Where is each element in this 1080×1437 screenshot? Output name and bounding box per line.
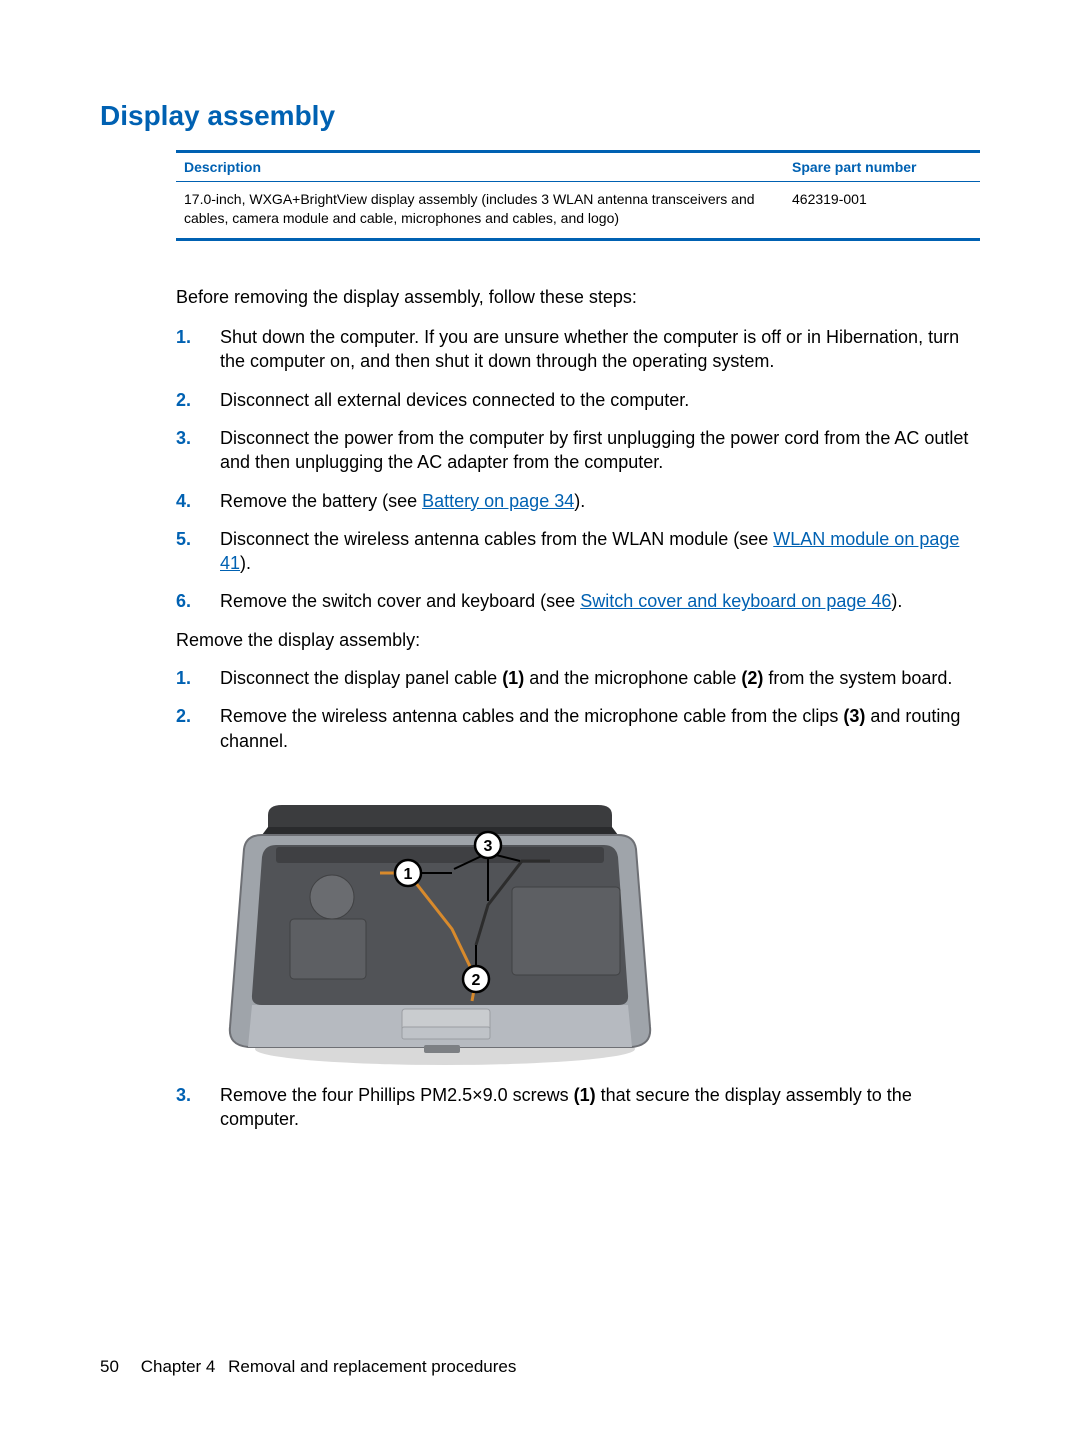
intro-text-1: Before removing the display assembly, fo… [176,285,980,309]
laptop-figure: 1 2 3 [220,769,660,1069]
list-item: Shut down the computer. If you are unsur… [176,325,980,374]
callout-2-icon: 2 [463,966,489,992]
col-header-description: Description [184,159,792,175]
table-row: 17.0-inch, WXGA+BrightView display assem… [176,182,980,238]
pre-steps-list: Shut down the computer. If you are unsur… [176,325,980,614]
bold-ref: (1) [574,1085,596,1105]
list-item: Remove the four Phillips PM2.5×9.0 screw… [176,1083,980,1132]
cross-reference-link[interactable]: WLAN module on page 41 [220,529,959,573]
chapter-label: Chapter 4 [141,1357,216,1376]
chapter-name: Removal and replacement procedures [228,1357,516,1376]
svg-text:1: 1 [404,866,413,883]
callout-1-icon: 1 [395,860,421,886]
page-number: 50 [100,1357,136,1377]
bold-ref: (3) [843,706,865,726]
svg-text:2: 2 [472,972,481,989]
page-title: Display assembly [100,100,980,132]
svg-text:3: 3 [484,838,493,855]
callout-3-icon: 3 [475,832,501,858]
list-item: Remove the battery (see Battery on page … [176,489,980,513]
post-steps-list: Remove the four Phillips PM2.5×9.0 screw… [176,1083,980,1132]
page-footer: 50 Chapter 4 Removal and replacement pro… [100,1357,516,1377]
list-item: Disconnect the power from the computer b… [176,426,980,475]
list-item: Disconnect the wireless antenna cables f… [176,527,980,576]
cell-spn: 462319-001 [792,190,972,228]
col-header-spn: Spare part number [792,159,972,175]
intro-text-2: Remove the display assembly: [176,628,980,652]
bold-ref: (1) [502,668,524,688]
list-item: Disconnect the display panel cable (1) a… [176,666,980,690]
cross-reference-link[interactable]: Switch cover and keyboard on page 46 [580,591,891,611]
list-item: Disconnect all external devices connecte… [176,388,980,412]
bold-ref: (2) [741,668,763,688]
list-item: Remove the wireless antenna cables and t… [176,704,980,753]
cross-reference-link[interactable]: Battery on page 34 [422,491,574,511]
spare-parts-table: Description Spare part number 17.0-inch,… [176,150,980,241]
table-header-row: Description Spare part number [176,153,980,182]
list-item: Remove the switch cover and keyboard (se… [176,589,980,613]
cell-description: 17.0-inch, WXGA+BrightView display assem… [184,190,792,228]
main-steps-list: Disconnect the display panel cable (1) a… [176,666,980,753]
